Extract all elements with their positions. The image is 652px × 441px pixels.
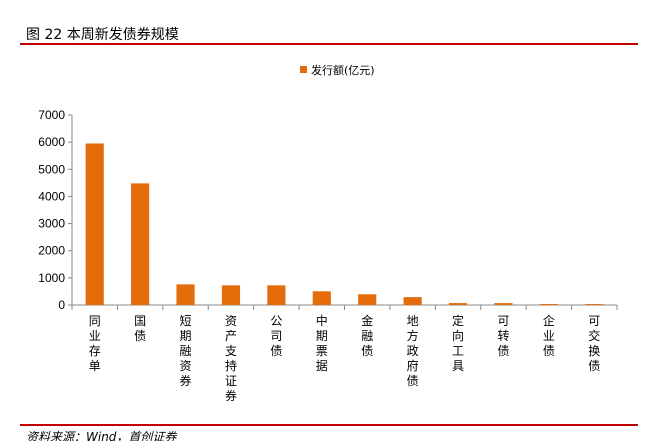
x-tick-label: 企业债 — [543, 313, 555, 358]
top-rule — [20, 43, 638, 45]
x-tick-label: 同业存单 — [89, 314, 101, 373]
bar — [312, 291, 331, 305]
x-tick-label: 资产支持证券 — [225, 314, 237, 403]
legend-swatch — [300, 66, 307, 73]
x-tick-label: 国债 — [134, 314, 146, 343]
x-tick-label: 地方政府债 — [407, 314, 419, 388]
bar — [221, 285, 241, 305]
bar — [585, 304, 604, 305]
y-tick-label: 5000 — [38, 162, 65, 176]
x-tick-label: 可转债 — [497, 314, 509, 358]
x-tick-label: 公司债 — [270, 314, 282, 358]
bar — [131, 183, 150, 305]
figure-title: 图 22 本周新发债券规模 — [26, 27, 179, 43]
bar — [539, 304, 558, 305]
bar — [267, 285, 286, 305]
source-note: 资料来源：Wind，首创证券 — [26, 430, 177, 441]
x-tick-label: 短期融资券 — [180, 314, 192, 388]
y-tick-label: 6000 — [38, 135, 65, 149]
y-tick-label: 1000 — [38, 271, 65, 285]
bar — [403, 297, 422, 305]
x-tick-label: 中期票据 — [316, 313, 328, 373]
legend-label: 发行额(亿元) — [311, 63, 375, 77]
bar — [448, 303, 468, 305]
x-tick-label: 金融债 — [361, 313, 373, 358]
x-tick-label: 可交换债 — [588, 314, 600, 373]
bar — [176, 284, 195, 305]
bar — [85, 143, 104, 305]
y-tick-label: 3000 — [38, 217, 65, 231]
bar — [494, 303, 513, 305]
y-tick-label: 4000 — [38, 189, 65, 203]
y-tick-label: 0 — [58, 298, 65, 312]
bar — [358, 294, 377, 305]
y-tick-label: 2000 — [38, 244, 65, 258]
y-tick-label: 7000 — [38, 108, 65, 122]
x-tick-label: 定向工具 — [452, 313, 464, 373]
bottom-rule — [20, 424, 638, 426]
